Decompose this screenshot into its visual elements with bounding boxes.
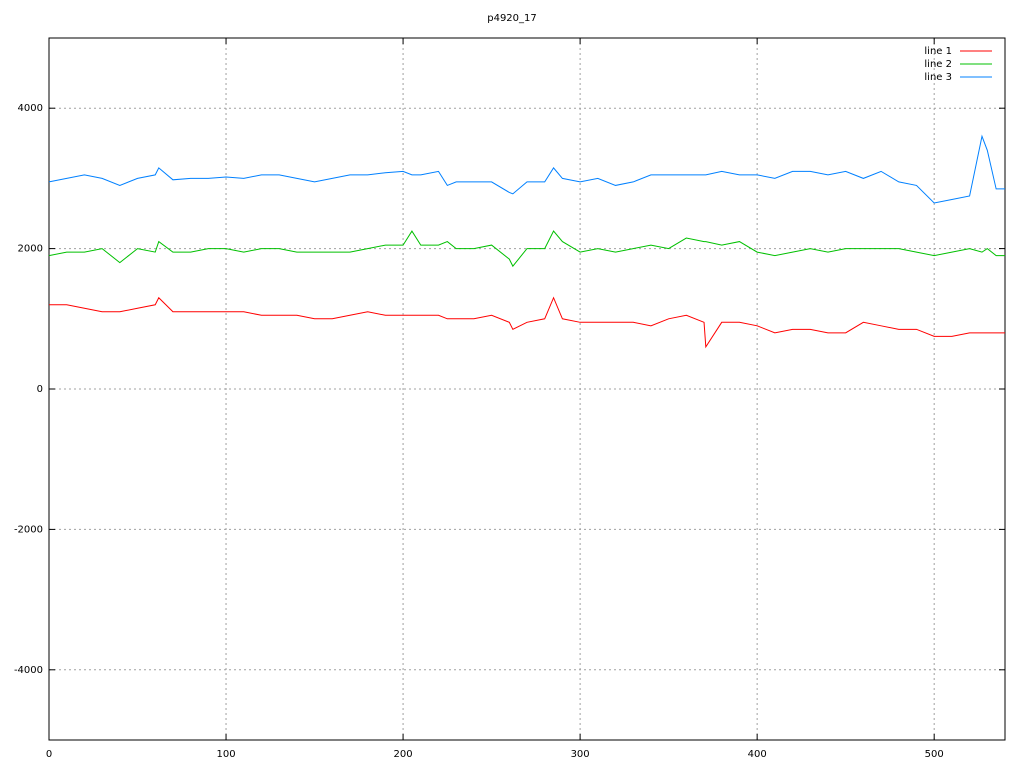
y-tick-label: 4000 [18,103,43,114]
x-tick-label: 400 [748,749,767,760]
y-tick-label: -4000 [14,665,43,676]
legend-label: line 2 [924,59,952,70]
plot-border [48,37,1006,741]
legend-label: line 1 [924,46,952,57]
x-tick-label: 500 [925,749,944,760]
data-line [48,134,1005,204]
legend-label: line 3 [924,72,952,83]
y-tick-label: 2000 [18,244,43,255]
data-line [48,230,1005,268]
x-tick-label: 100 [216,749,235,760]
x-tick-label: 200 [394,749,413,760]
x-tick-label: 300 [571,749,590,760]
chart-title: p4920_17 [487,13,537,24]
y-tick-label: 0 [37,384,43,395]
x-tick-label: 0 [46,749,52,760]
data-line [49,296,1005,349]
y-tick-label: -2000 [14,524,43,535]
